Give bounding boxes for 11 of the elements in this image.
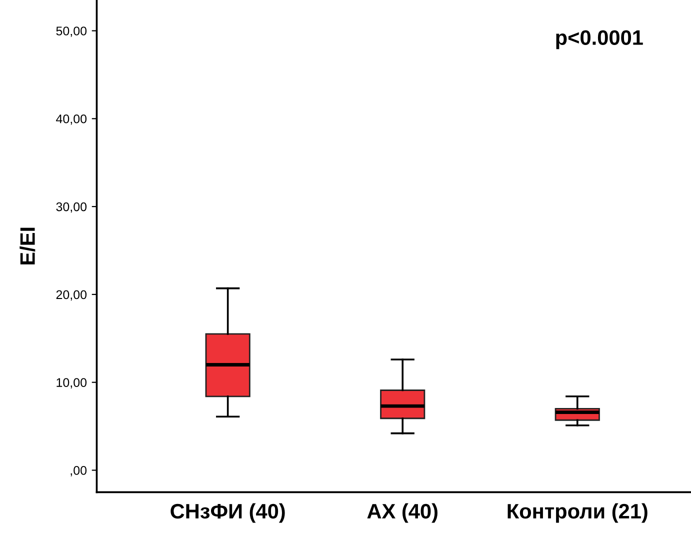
- x-tick-label: СНзФИ (40): [170, 503, 285, 523]
- y-tick-label: 20,00: [56, 290, 87, 301]
- y-tick-label: 50,00: [56, 26, 87, 37]
- x-tick-label: АХ (40): [367, 503, 438, 523]
- y-tick-label: 40,00: [56, 114, 87, 125]
- y-tick-label: 10,00: [56, 378, 87, 388]
- y-axis-title: E/EI: [20, 228, 36, 264]
- y-tick-label: ,00: [70, 466, 87, 476]
- annotation: p<0.0001: [556, 30, 643, 50]
- y-tick-label: 30,00: [56, 202, 87, 213]
- x-tick-label: Контроли (21): [508, 503, 648, 523]
